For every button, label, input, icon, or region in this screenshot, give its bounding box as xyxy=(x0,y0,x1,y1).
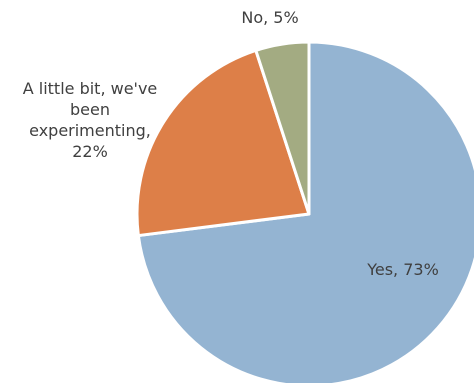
pie-labels: Yes, 73% A little bit, we've been experimen… xyxy=(23,8,439,279)
data-label-yes: Yes, 73% xyxy=(366,260,439,279)
pie-slice-a-little-bit-we-ve-been-experimenting xyxy=(135,48,311,238)
pie-slice-yes xyxy=(136,40,474,383)
data-label-no: No, 5% xyxy=(241,8,298,27)
data-label-a-little-bit-we-ve-been-experimenting: A little bit, we've been experimenting, 22% xyxy=(23,79,158,161)
pie-slices xyxy=(135,40,474,383)
pie-slice-no xyxy=(254,40,311,216)
